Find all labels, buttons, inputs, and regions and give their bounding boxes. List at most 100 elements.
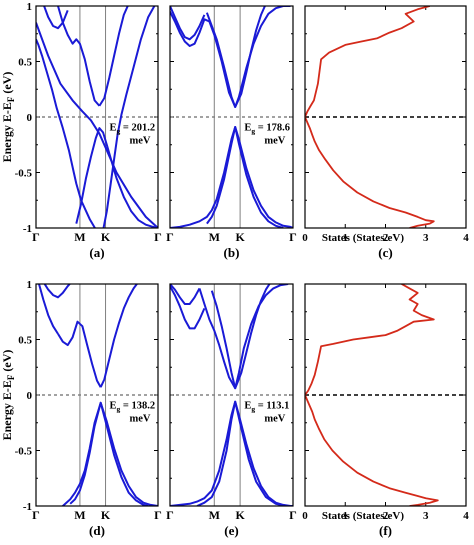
- panel-frame: [169, 283, 294, 507]
- gap-value: 113.1: [266, 400, 289, 411]
- k-point-label: Γ: [154, 508, 162, 522]
- dos-line: [305, 6, 435, 228]
- gap-unit: meV: [264, 413, 285, 424]
- band-line: [206, 126, 284, 228]
- y-tick-label: 0: [27, 112, 33, 124]
- y-tick-label: 0.5: [18, 335, 32, 347]
- band-line: [170, 6, 267, 108]
- gap-equals: =: [255, 400, 266, 411]
- y-tick-label: 1: [27, 279, 33, 291]
- gap-label: Eg = 113.1: [244, 400, 289, 413]
- k-point-label: Γ: [32, 230, 40, 244]
- x-axis-title: States (States/eV): [322, 510, 405, 522]
- band-line: [170, 6, 206, 41]
- y-axis-title: Energy E-E: [0, 102, 14, 162]
- panel-label: (e): [224, 523, 238, 538]
- band-line: [75, 127, 158, 228]
- gap-unit: meV: [264, 135, 285, 146]
- x-tick-label: 2: [383, 510, 389, 522]
- band-line: [170, 285, 206, 330]
- k-point-label: Γ: [32, 508, 40, 522]
- panel-label: (f): [379, 523, 392, 538]
- x-tick-label: 3: [423, 510, 429, 522]
- svg-text:Energy E-EF(eV): Energy E-EF (eV): [0, 350, 16, 441]
- panel-frame: [35, 5, 159, 229]
- y-axis-title-sub: F: [6, 374, 16, 380]
- panel-label: (a): [89, 245, 104, 260]
- gap-symbol: E: [109, 400, 116, 411]
- k-point-label: K: [101, 508, 111, 522]
- y-axis-title-top: Energy E-EF (eV): [0, 72, 16, 163]
- x-tick-label: 2: [383, 232, 389, 244]
- panel-frame: [169, 5, 294, 229]
- gap-subscript: g: [251, 404, 255, 413]
- y-tick-label: 1: [27, 1, 33, 13]
- k-point-label: Γ: [289, 230, 297, 244]
- gap-subscript: g: [251, 126, 255, 135]
- gap-symbol: E: [244, 122, 251, 133]
- band-line: [43, 284, 71, 299]
- panel-frame: [304, 5, 467, 229]
- y-tick-label: 0.5: [18, 57, 32, 69]
- gap-value: 201.2: [131, 122, 155, 133]
- band-line: [205, 6, 291, 108]
- x-tick-label: 1: [343, 510, 349, 522]
- x-tick-label: 0: [302, 510, 308, 522]
- panel-f: 0 1 2 3 4 States (States/eV)(f): [302, 283, 469, 538]
- panel-frame: [35, 283, 159, 507]
- x-axis-title: States (States/eV): [322, 232, 405, 244]
- k-point-label: M: [209, 508, 220, 522]
- x-tick-label: 4: [463, 232, 469, 244]
- k-point-label: M: [74, 230, 85, 244]
- y-axis-title-bottom: Energy E-EF (eV): [0, 350, 16, 441]
- y-axis-title-unit: (eV): [0, 72, 14, 94]
- gap-unit: meV: [129, 135, 150, 146]
- panel-label: (c): [378, 245, 392, 260]
- y-tick-label: 0: [27, 390, 33, 402]
- band-line: [196, 400, 286, 506]
- band-line: [36, 6, 156, 228]
- y-axis-title: Energy E-E: [0, 380, 14, 440]
- band-line: [36, 22, 158, 228]
- gap-subscript: g: [116, 404, 120, 413]
- band-line: [210, 284, 289, 390]
- k-point-label: K: [235, 230, 245, 244]
- band-line: [43, 6, 69, 30]
- gap-symbol: E: [109, 122, 116, 133]
- k-point-label: Γ: [154, 230, 162, 244]
- k-point-label: M: [74, 508, 85, 522]
- y-axis-title-sub: F: [6, 96, 16, 102]
- k-point-label: Γ: [166, 230, 174, 244]
- x-tick-label: 4: [463, 510, 469, 522]
- y-tick-label: -0.5: [15, 168, 33, 180]
- gap-value: 138.2: [131, 400, 155, 411]
- k-point-label: Γ: [289, 508, 297, 522]
- k-point-label: Γ: [166, 508, 174, 522]
- y-tick-label: -1: [23, 501, 32, 513]
- gap-label: Eg = 178.6: [244, 122, 290, 135]
- band-line: [98, 6, 129, 107]
- panel-frame: [304, 283, 467, 507]
- y-tick-label: -0.5: [15, 446, 33, 458]
- band-line: [170, 284, 201, 305]
- gap-equals: =: [120, 122, 131, 133]
- panel-label: (d): [89, 523, 105, 538]
- band-line: [57, 6, 101, 107]
- gap-label: Eg = 201.2: [109, 122, 155, 135]
- band-line: [198, 288, 237, 389]
- gap-equals: =: [255, 122, 266, 133]
- x-tick-label: 0: [302, 232, 308, 244]
- panel-label: (b): [224, 245, 240, 260]
- x-tick-label: 1: [343, 232, 349, 244]
- band-line: [37, 284, 59, 335]
- gap-label: Eg = 138.2: [109, 400, 155, 413]
- band-line: [69, 401, 149, 506]
- gap-value: 178.6: [266, 122, 290, 133]
- k-point-label: K: [101, 230, 111, 244]
- band-line: [99, 284, 139, 388]
- k-point-label: K: [235, 508, 245, 522]
